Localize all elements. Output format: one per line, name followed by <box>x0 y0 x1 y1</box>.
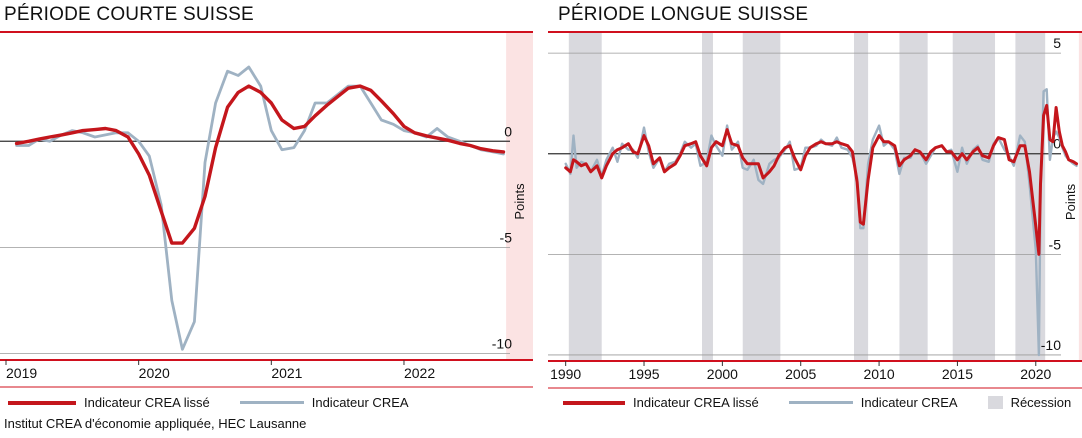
series-line-smoothed <box>14 84 506 245</box>
y-tick-label: -5 <box>1049 236 1062 252</box>
x-tick-label: 2000 <box>707 366 738 382</box>
recession-band <box>899 33 928 361</box>
y-tick-label: -10 <box>492 336 512 352</box>
legend-label-recession: Récession <box>1010 395 1072 410</box>
left-legend: Indicateur CREA lissé Indicateur CREA <box>8 395 439 410</box>
x-tick-label: 2020 <box>139 365 170 381</box>
series-line-raw <box>564 88 1078 357</box>
left-chart-title: PÉRIODE COURTE SUISSE <box>4 4 254 25</box>
y-tick-label: 5 <box>1053 35 1061 51</box>
forecast-band <box>1078 33 1082 361</box>
left-title-rule <box>0 31 533 33</box>
right-title-rule <box>548 31 1082 33</box>
x-tick-label: 2015 <box>942 366 973 382</box>
legend-label-smoothed: Indicateur CREA lissé <box>633 395 759 410</box>
forecast-band <box>506 33 533 360</box>
legend-label-smoothed: Indicateur CREA lissé <box>84 395 210 410</box>
legend-label-raw: Indicateur CREA <box>311 395 409 410</box>
legend-label-raw: Indicateur CREA <box>860 395 958 410</box>
legend-swatch-smoothed <box>563 400 625 405</box>
x-tick-label: 2021 <box>271 365 302 381</box>
y-tick-label: -5 <box>500 229 513 245</box>
x-tick-label: 2019 <box>6 365 37 381</box>
recession-band <box>854 33 869 361</box>
x-tick-label: 2010 <box>863 366 894 382</box>
x-tick-label: 2005 <box>785 366 816 382</box>
x-tick-label: 2020 <box>1020 366 1051 382</box>
y-axis-label: Points <box>512 183 527 220</box>
long-period-chart: 5 0 -5 -10 Points 1990 1995 2000 2005 2010 2015 202… <box>548 33 1082 389</box>
short-period-chart: 0 -5 -10 Points 2019 2020 2021 2022 <box>0 33 533 388</box>
right-chart-title: PÉRIODE LONGUE SUISSE <box>558 4 809 25</box>
series-line-smoothed <box>564 103 1078 256</box>
recession-band <box>702 33 713 361</box>
right-legend: Indicateur CREA lissé Indicateur CREA Ré… <box>563 395 1082 410</box>
x-tick-label: 2022 <box>404 365 435 381</box>
legend-swatch-recession <box>987 396 1003 409</box>
recession-band <box>742 33 781 361</box>
legend-swatch-smoothed <box>8 400 76 405</box>
legend-swatch-raw <box>239 401 304 404</box>
y-axis-label: Points <box>1063 183 1078 220</box>
recession-band <box>568 33 602 361</box>
x-tick-label: 1990 <box>550 366 581 382</box>
y-tick-label: 0 <box>1053 136 1061 152</box>
y-tick-label: -10 <box>1041 337 1061 353</box>
x-tick-label: 1995 <box>628 366 659 382</box>
source-note: Institut CREA d'économie appliquée, HEC … <box>4 416 307 431</box>
legend-swatch-raw <box>788 401 853 404</box>
recession-band <box>952 33 996 361</box>
y-tick-label: 0 <box>504 123 512 139</box>
